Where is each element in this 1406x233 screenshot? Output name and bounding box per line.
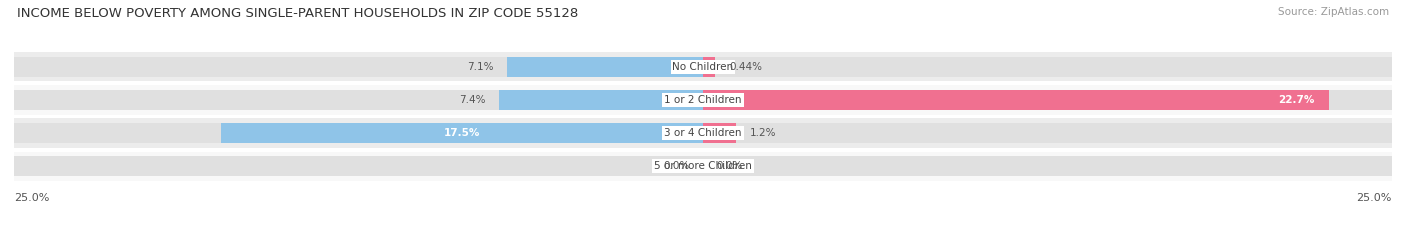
Bar (14, 119, 1392, 148)
Bar (14, 52, 1392, 81)
Bar (14, 90, 1392, 110)
Bar (508, 57, 703, 77)
Text: INCOME BELOW POVERTY AMONG SINGLE-PARENT HOUSEHOLDS IN ZIP CODE 55128: INCOME BELOW POVERTY AMONG SINGLE-PARENT… (17, 7, 578, 20)
Text: 7.4%: 7.4% (458, 95, 485, 105)
Bar (14, 85, 1392, 114)
Bar (14, 152, 1392, 181)
Text: 3 or 4 Children: 3 or 4 Children (664, 128, 742, 138)
Text: 1.2%: 1.2% (749, 128, 776, 138)
Bar (221, 123, 703, 143)
Bar (14, 156, 1392, 176)
Bar (703, 123, 737, 143)
Text: 0.0%: 0.0% (664, 161, 689, 171)
Text: 25.0%: 25.0% (14, 193, 49, 203)
Text: 7.1%: 7.1% (467, 62, 494, 72)
Text: 5 or more Children: 5 or more Children (654, 161, 752, 171)
Text: 0.0%: 0.0% (717, 161, 742, 171)
Text: 17.5%: 17.5% (444, 128, 479, 138)
Bar (14, 123, 1392, 143)
Text: 0.44%: 0.44% (728, 62, 762, 72)
Bar (703, 90, 1329, 110)
Text: 1 or 2 Children: 1 or 2 Children (664, 95, 742, 105)
Bar (703, 57, 716, 77)
Text: No Children: No Children (672, 62, 734, 72)
Bar (14, 57, 1392, 77)
Bar (499, 90, 703, 110)
Text: Source: ZipAtlas.com: Source: ZipAtlas.com (1278, 7, 1389, 17)
Text: 22.7%: 22.7% (1278, 95, 1315, 105)
Text: 25.0%: 25.0% (1357, 193, 1392, 203)
